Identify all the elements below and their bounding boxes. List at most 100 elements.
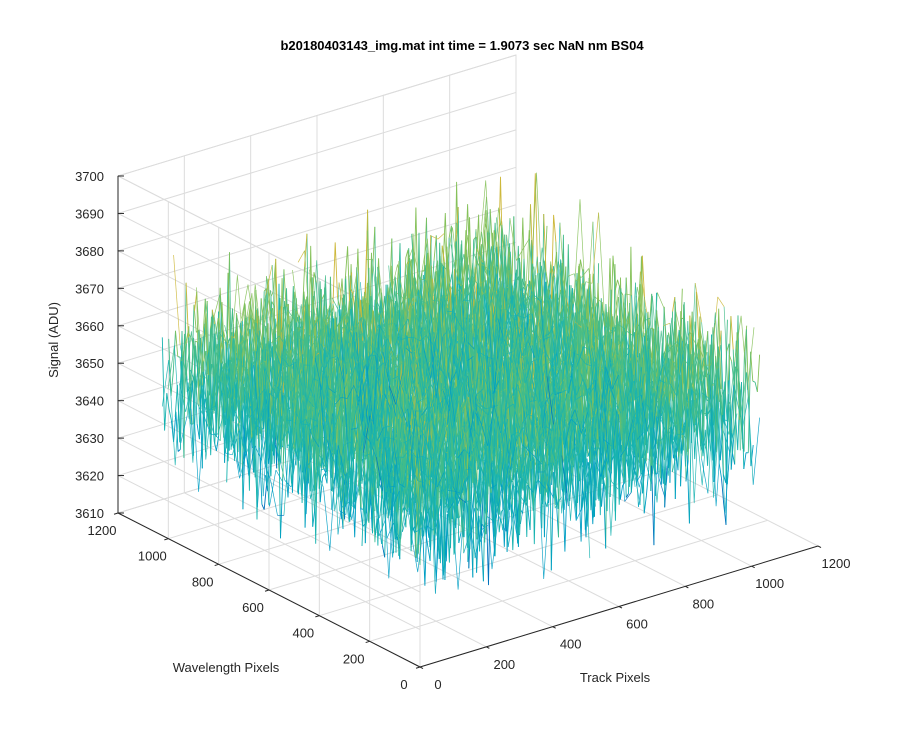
- surface-trace: [224, 341, 452, 545]
- z-tick-label: 3680: [75, 244, 104, 259]
- surface-trace: [490, 484, 498, 489]
- grid-line-floor-y: [369, 519, 768, 642]
- surface-trace: [378, 266, 515, 420]
- surface-trace: [394, 321, 634, 507]
- surface-trace: [458, 497, 466, 503]
- surface-trace: [447, 372, 572, 510]
- surface-plot: [161, 172, 761, 594]
- surface-trace: [484, 246, 731, 453]
- surface-trace: [312, 436, 345, 510]
- surface-trace: [391, 429, 516, 548]
- surface-trace: [262, 393, 432, 551]
- surface-trace: [387, 451, 466, 505]
- surface-trace: [528, 341, 620, 429]
- surface-trace: [373, 267, 479, 342]
- surface-trace: [244, 309, 432, 438]
- z-tick-label: 3630: [75, 431, 104, 446]
- x-axis-label: Track Pixels: [580, 670, 651, 685]
- surface-trace: [457, 338, 562, 396]
- surface-trace: [303, 341, 562, 509]
- surface-trace: [211, 258, 279, 332]
- surface-trace: [431, 233, 484, 263]
- chart-title: b20180403143_img.mat int time = 1.9073 s…: [280, 38, 644, 53]
- surface-trace: [232, 440, 337, 551]
- surface-trace: [429, 332, 618, 479]
- surface-trace: [591, 212, 702, 323]
- y-tick-mark: [315, 615, 320, 618]
- surface-trace: [495, 217, 735, 429]
- x-tick-mark: [486, 646, 490, 649]
- surface-trace: [337, 357, 583, 521]
- surface-trace: [565, 297, 570, 309]
- surface-trace: [174, 345, 388, 539]
- y-tick-label: 1000: [138, 549, 167, 564]
- z-tick-label: 3620: [75, 469, 104, 484]
- y-tick-label: 800: [192, 574, 214, 589]
- surface-trace: [185, 230, 368, 338]
- y-tick-mark: [164, 538, 169, 541]
- surface-trace: [317, 319, 525, 542]
- x-tick-label: 600: [626, 617, 648, 632]
- surface-trace: [389, 385, 397, 405]
- x-tick-label: 1200: [822, 556, 851, 571]
- surface-trace: [382, 352, 474, 443]
- x-tick-mark: [817, 545, 822, 548]
- surface-trace: [663, 322, 671, 327]
- x-tick-label: 1000: [755, 576, 784, 591]
- surface-trace: [173, 254, 181, 346]
- z-tick-label: 3650: [75, 356, 104, 371]
- surface-trace: [286, 330, 295, 380]
- surface-trace: [695, 291, 700, 339]
- surface-trace: [332, 176, 504, 304]
- surface-trace: [658, 477, 666, 499]
- surface-trace: [394, 318, 647, 506]
- z-tick-label: 3700: [75, 169, 104, 184]
- y-tick-mark: [214, 563, 219, 567]
- y-tick-mark: [113, 512, 119, 515]
- surface-trace: [355, 332, 409, 427]
- surface-trace: [420, 238, 435, 333]
- x-tick-mark: [685, 585, 689, 589]
- y-tick-mark: [264, 589, 270, 592]
- surface-trace: [390, 456, 488, 563]
- z-tick-label: 3610: [75, 506, 104, 521]
- y-tick-label: 1200: [88, 523, 117, 538]
- surface-trace: [297, 250, 305, 263]
- surface-trace: [292, 269, 461, 432]
- x-tick-mark: [751, 565, 755, 569]
- surface-trace: [502, 259, 729, 423]
- y-tick-label: 200: [343, 651, 365, 666]
- z-tick-label: 3640: [75, 394, 104, 409]
- surface-trace: [474, 404, 501, 447]
- x-tick-label: 200: [493, 657, 515, 672]
- surface-trace: [475, 229, 696, 390]
- surface-trace: [561, 455, 569, 507]
- surface-trace: [161, 359, 408, 543]
- z-axis-label: Signal (ADU): [46, 302, 61, 378]
- surface-trace: [241, 410, 443, 594]
- x-tick-label: 400: [560, 637, 582, 652]
- x-tick-mark: [552, 626, 556, 629]
- surface-trace: [422, 290, 668, 448]
- surface-trace: [444, 452, 749, 582]
- surface-trace: [564, 418, 610, 448]
- surface-trace: [466, 356, 500, 394]
- y-tick-label: 400: [292, 626, 314, 641]
- surface-trace: [253, 364, 506, 570]
- surface-trace: [501, 224, 748, 427]
- surface-trace: [522, 444, 542, 465]
- y-axis-label: Wavelength Pixels: [173, 660, 280, 675]
- surface-trace: [491, 246, 743, 453]
- surface-trace: [721, 478, 727, 525]
- surface-trace: [478, 180, 712, 382]
- surface-trace: [411, 233, 663, 483]
- y-tick-mark: [415, 666, 421, 669]
- axis-ticks: 0 200 400 600 800 1000 1200 0 200 400 600 800 1000 12…: [75, 169, 850, 692]
- surface-trace: [326, 439, 489, 559]
- surface-trace: [407, 408, 473, 503]
- surface-trace: [381, 545, 386, 558]
- surface-trace: [467, 342, 475, 350]
- surface-trace: [319, 381, 482, 508]
- x-tick-label: 800: [692, 596, 714, 611]
